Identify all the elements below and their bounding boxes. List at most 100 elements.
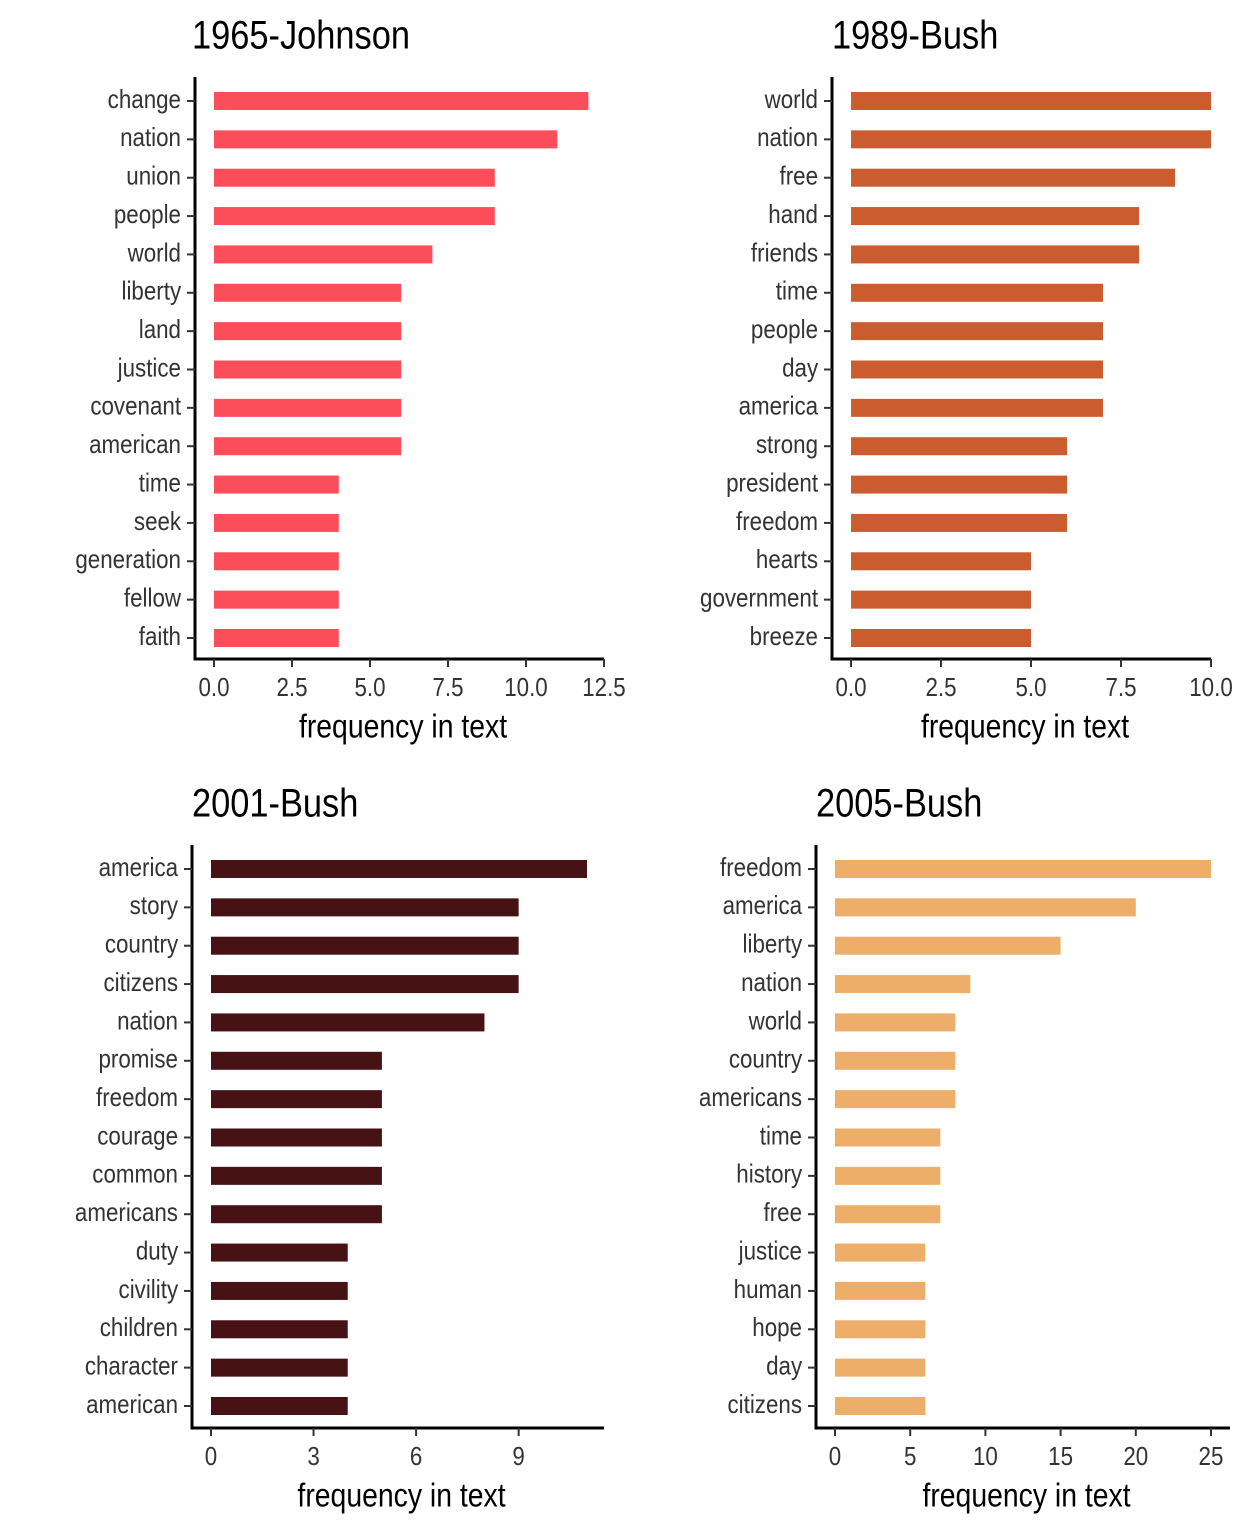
bar-america [835,898,1136,917]
y-tick-label: land [139,315,181,344]
y-tick-label: freedom [720,853,802,882]
panel-title: 1989-Bush [832,12,998,57]
bar-breeze [851,629,1031,647]
x-tick-label: 15 [1048,1442,1073,1471]
bar-story [211,898,519,917]
y-tick-label: duty [136,1237,179,1266]
y-tick-label: children [100,1314,178,1343]
bar-hand [851,207,1139,226]
bar-world [835,1013,956,1032]
y-tick-label: friends [751,239,818,268]
y-tick-label: civility [119,1275,179,1304]
y-tick-label: world [127,239,181,268]
x-tick-label: 10 [973,1442,998,1471]
bar-fellow [214,590,339,609]
bar-country [211,936,519,955]
bar-time [214,475,339,494]
x-tick-label: 12.5 [582,673,625,702]
bar-freedom [211,1090,382,1109]
bar-nation [835,975,971,994]
y-tick-label: human [734,1275,802,1304]
y-tick-label: history [736,1160,803,1189]
bar-liberty [835,936,1061,955]
y-tick-label: nation [741,968,802,997]
y-tick-label: character [85,1352,178,1381]
x-tick-label: 0.0 [198,673,229,702]
y-tick-label: time [760,1122,802,1151]
bar-freedom [851,513,1067,532]
bar-time [851,283,1103,302]
bar-promise [211,1051,382,1070]
y-tick-label: america [739,392,819,421]
y-tick-label: justice [117,354,181,383]
bar-faith [214,629,339,647]
y-tick-label: time [139,469,181,498]
bar-civility [211,1281,348,1300]
y-tick-label: free [763,1199,802,1228]
y-tick-label: fellow [124,584,182,613]
x-tick-label: 10.0 [1189,673,1232,702]
bar-americans [835,1090,956,1109]
bar-common [211,1166,382,1185]
y-tick-label: america [723,892,803,921]
bar-president [851,475,1067,494]
bar-american [211,1397,348,1415]
bar-people [851,322,1103,341]
y-tick-label: citizens [103,968,178,997]
bar-americans [211,1205,382,1224]
bar-citizens [211,975,519,994]
y-tick-label: common [92,1160,178,1189]
y-tick-label: liberty [122,277,182,306]
x-tick-label: 7.5 [1105,673,1136,702]
bar-american [214,437,402,456]
y-tick-label: courage [97,1122,178,1151]
y-tick-label: liberty [743,930,803,959]
x-axis-title: frequency in text [297,1477,506,1515]
bar-justice [835,1243,926,1262]
bar-free [835,1205,941,1224]
bar-people [214,207,495,226]
y-tick-label: americans [699,1083,802,1112]
y-tick-label: freedom [96,1083,178,1112]
x-tick-label: 0 [205,1442,217,1471]
bar-covenant [214,398,402,417]
x-tick-label: 10.0 [504,673,547,702]
x-tick-label: 2.5 [925,673,956,702]
panel-title: 2005-Bush [816,780,982,825]
y-tick-label: day [782,354,819,383]
bar-nation [851,130,1211,149]
bar-generation [214,552,339,571]
y-tick-label: american [86,1390,178,1419]
y-tick-label: world [764,85,818,114]
x-tick-label: 0.0 [835,673,866,702]
bar-human [835,1281,926,1300]
bar-america [211,860,587,878]
y-tick-label: justice [738,1237,802,1266]
bar-citizens [835,1397,926,1415]
x-axis-title: frequency in text [299,708,508,746]
y-tick-label: hand [768,200,818,229]
y-tick-label: breeze [750,622,818,651]
y-tick-label: citizens [727,1390,802,1419]
y-tick-label: world [748,1007,802,1036]
bar-country [835,1051,956,1070]
y-tick-label: change [108,85,181,114]
bar-history [835,1166,941,1185]
x-tick-label: 5.0 [354,673,385,702]
bar-nation [211,1013,485,1032]
y-tick-label: people [751,315,818,344]
panel-title: 2001-Bush [192,780,358,825]
y-tick-label: day [766,1352,803,1381]
y-tick-label: nation [120,124,181,153]
y-tick-label: time [776,277,818,306]
y-tick-label: america [99,853,179,882]
y-tick-label: people [114,200,181,229]
y-tick-label: government [700,584,818,613]
bar-freedom [835,860,1211,878]
y-tick-label: hearts [756,546,818,575]
x-tick-label: 2.5 [276,673,307,702]
bar-liberty [214,283,402,302]
y-tick-label: covenant [90,392,181,421]
bar-nation [214,130,558,149]
